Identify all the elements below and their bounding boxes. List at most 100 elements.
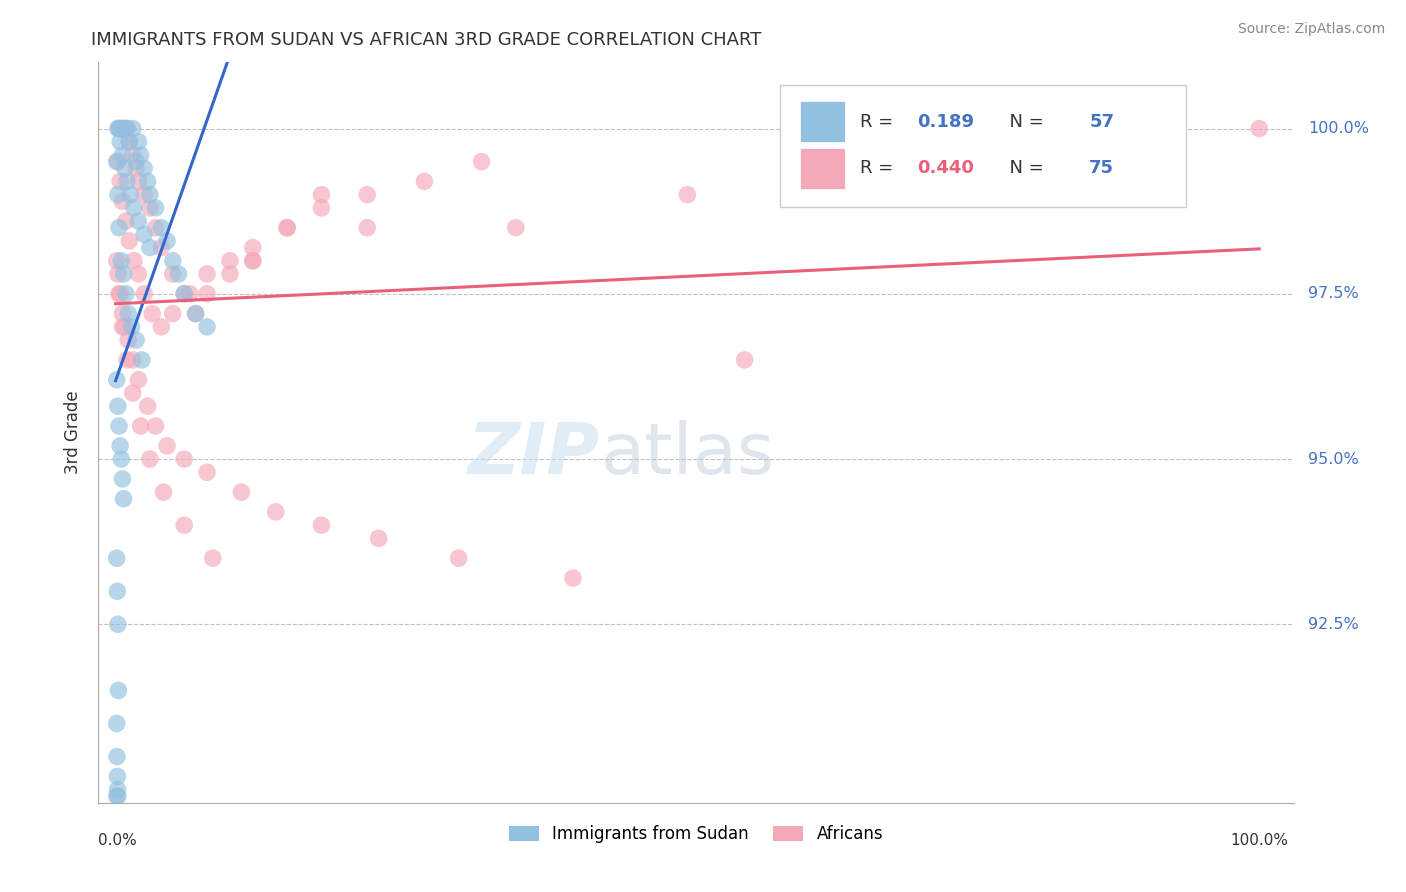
Point	[141, 307, 163, 321]
Point	[962, 121, 984, 136]
Point	[242, 253, 264, 268]
Point	[114, 121, 136, 136]
Point	[127, 174, 149, 188]
Text: Source: ZipAtlas.com: Source: ZipAtlas.com	[1237, 22, 1385, 37]
Y-axis label: 3rd Grade: 3rd Grade	[65, 391, 83, 475]
Point	[115, 286, 138, 301]
Point	[201, 551, 224, 566]
Point	[195, 465, 218, 479]
Point	[105, 154, 128, 169]
Point	[136, 174, 159, 188]
Point	[173, 452, 195, 467]
Point	[167, 267, 190, 281]
Point	[105, 373, 128, 387]
Point	[117, 307, 139, 321]
Point	[111, 148, 134, 162]
Point	[112, 267, 135, 281]
Point	[114, 121, 136, 136]
Point	[115, 121, 138, 136]
Text: 100.0%: 100.0%	[1230, 832, 1288, 847]
Point	[107, 154, 129, 169]
Point	[145, 419, 167, 434]
Point	[105, 584, 128, 599]
Point	[105, 716, 128, 731]
Point	[115, 174, 138, 188]
Point	[127, 267, 149, 281]
Point	[120, 187, 142, 202]
Point	[139, 201, 162, 215]
Point	[108, 121, 131, 136]
Point	[676, 187, 699, 202]
Point	[127, 373, 149, 387]
Point	[184, 307, 207, 321]
Text: N =: N =	[998, 112, 1050, 130]
Text: 0.0%: 0.0%	[98, 832, 138, 847]
Point	[107, 187, 129, 202]
Text: 92.5%: 92.5%	[1308, 617, 1358, 632]
Point	[121, 121, 143, 136]
Point	[195, 267, 218, 281]
Point	[150, 240, 173, 254]
Point	[195, 319, 218, 334]
Point	[111, 472, 134, 486]
Point	[108, 286, 131, 301]
Point	[107, 789, 129, 804]
Point	[156, 234, 179, 248]
Point	[108, 439, 131, 453]
Text: 95.0%: 95.0%	[1308, 451, 1358, 467]
Point	[219, 267, 242, 281]
Point	[111, 194, 134, 209]
Point	[311, 518, 333, 533]
Point	[118, 135, 141, 149]
Point	[162, 307, 184, 321]
Point	[356, 220, 378, 235]
Point	[111, 319, 134, 334]
Point	[127, 214, 149, 228]
Point	[122, 201, 145, 215]
Text: 0.189: 0.189	[917, 112, 974, 130]
Point	[112, 491, 135, 506]
Point	[108, 135, 131, 149]
Point	[110, 121, 132, 136]
Text: 57: 57	[1090, 112, 1114, 130]
Point	[150, 220, 173, 235]
Point	[114, 319, 136, 334]
Text: 75: 75	[1090, 160, 1114, 178]
Point	[152, 485, 174, 500]
Point	[156, 439, 179, 453]
Point	[136, 399, 159, 413]
Text: 100.0%: 100.0%	[1308, 121, 1369, 136]
FancyBboxPatch shape	[800, 148, 845, 189]
Point	[115, 121, 138, 136]
Point	[105, 749, 128, 764]
Point	[131, 352, 153, 367]
Point	[127, 135, 149, 149]
Point	[110, 452, 132, 467]
Point	[118, 234, 141, 248]
Point	[134, 187, 156, 202]
Point	[179, 286, 201, 301]
Point	[734, 352, 756, 367]
Point	[162, 253, 184, 268]
Point	[150, 319, 173, 334]
Point	[195, 286, 218, 301]
Point	[139, 452, 162, 467]
Point	[562, 571, 585, 585]
Point	[121, 319, 143, 334]
Point	[108, 419, 131, 434]
Point	[173, 286, 195, 301]
Point	[173, 518, 195, 533]
Point	[219, 253, 242, 268]
Point	[125, 154, 148, 169]
Point	[110, 121, 132, 136]
Point	[139, 187, 162, 202]
Point	[1249, 121, 1271, 136]
Point	[115, 214, 138, 228]
Legend: Immigrants from Sudan, Africans: Immigrants from Sudan, Africans	[502, 819, 890, 850]
Point	[118, 135, 141, 149]
Point	[470, 154, 492, 169]
Text: 0.440: 0.440	[917, 160, 974, 178]
Point	[110, 253, 132, 268]
Point	[108, 286, 131, 301]
Point	[107, 399, 129, 413]
